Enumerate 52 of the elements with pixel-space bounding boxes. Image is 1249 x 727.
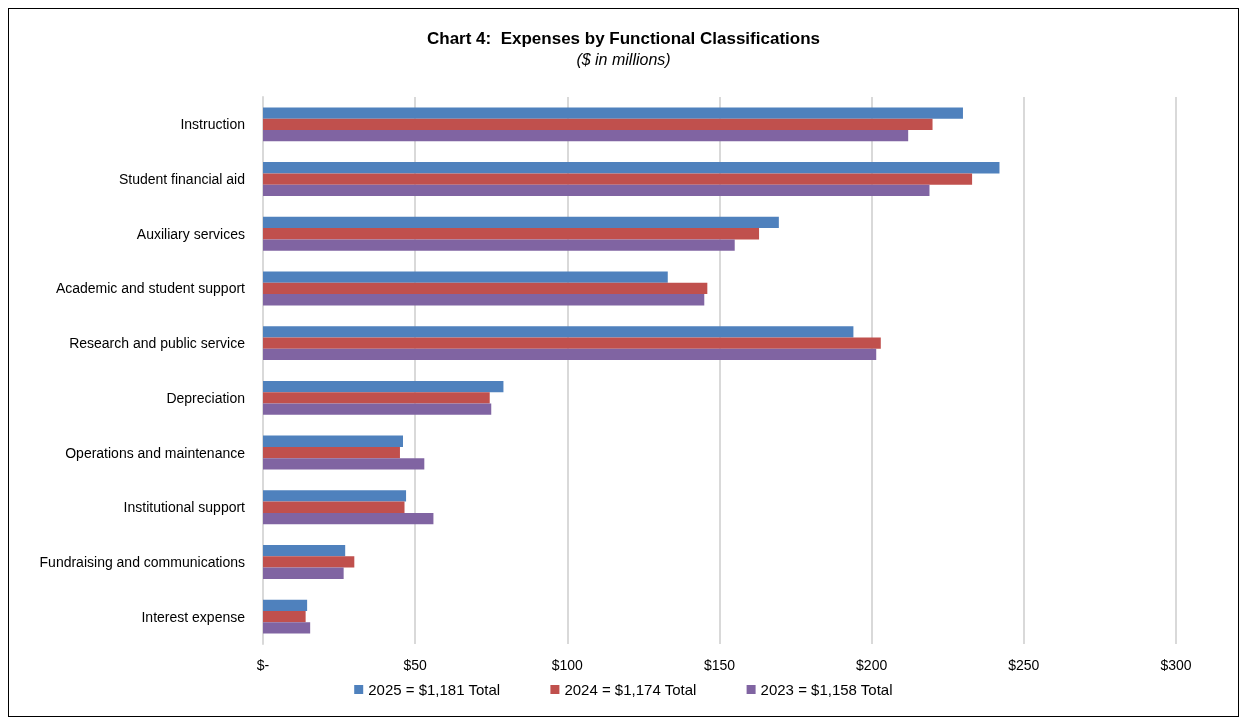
bar <box>263 216 779 229</box>
legend-label: 2024 = $1,174 Total <box>564 681 697 698</box>
y-tick-label: Instruction <box>180 116 245 133</box>
bar <box>263 622 311 634</box>
y-tick-label: Interest expense <box>141 608 246 625</box>
bar <box>263 271 668 283</box>
bar <box>263 184 930 197</box>
y-tick-label: Auxiliary services <box>136 225 245 242</box>
bar <box>263 326 854 338</box>
y-tick-label: Operations and maintenance <box>65 444 246 461</box>
bar <box>263 380 504 393</box>
y-tick-label: Student financial aid <box>118 171 245 188</box>
legend-label: 2023 = $1,158 Total <box>760 681 893 698</box>
bar <box>263 282 708 295</box>
bar <box>263 162 1000 174</box>
bar <box>263 403 492 415</box>
bar <box>263 294 705 306</box>
bar <box>263 490 407 502</box>
bar <box>263 173 973 185</box>
bar <box>263 130 909 142</box>
x-tick-label: $300 <box>1160 657 1192 673</box>
bar <box>263 544 346 557</box>
bar <box>263 337 881 349</box>
bar <box>263 512 434 525</box>
x-tick-label: $50 <box>403 657 428 673</box>
y-tick-label: Institutional support <box>123 499 246 516</box>
bar <box>263 501 405 513</box>
y-tick-label: Depreciation <box>166 389 245 406</box>
bar <box>263 599 308 611</box>
bar <box>263 228 760 240</box>
x-tick-label: $- <box>256 657 270 673</box>
x-tick-label: $250 <box>1008 657 1040 673</box>
bar <box>263 107 963 119</box>
bar <box>263 435 403 447</box>
y-tick-label: Research and public service <box>69 335 246 352</box>
bar <box>263 611 306 623</box>
bar <box>263 458 425 470</box>
bar <box>263 556 355 568</box>
y-tick-label: Fundraising and communications <box>39 553 245 570</box>
y-tick-label: Academic and student support <box>55 280 246 297</box>
bar <box>263 446 400 459</box>
bar <box>263 567 344 579</box>
x-tick-label: $200 <box>856 657 888 673</box>
bar <box>263 239 735 251</box>
bar <box>263 392 490 404</box>
x-tick-label: $150 <box>703 657 736 673</box>
chart-subtitle: ($ in millions) <box>576 50 671 68</box>
x-tick-label: $100 <box>551 657 584 673</box>
bar <box>263 118 933 130</box>
bar <box>263 348 877 361</box>
chart-title: Chart 4: Expenses by Functional Classifications <box>427 29 820 48</box>
legend-label: 2025 = $1,181 Total <box>368 681 501 698</box>
